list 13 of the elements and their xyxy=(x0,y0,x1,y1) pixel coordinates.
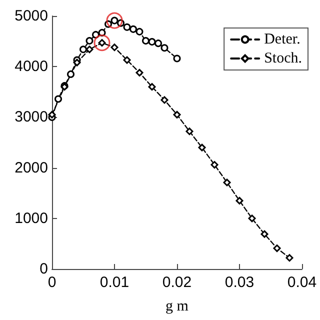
legend-label: Stoch. xyxy=(264,50,302,66)
y-tick-label: 4000 xyxy=(14,58,48,76)
y-tick-label: 5000 xyxy=(14,8,48,24)
y-tick-label: 1000 xyxy=(14,210,48,227)
x-axis-title: g m xyxy=(166,298,189,314)
x-tick-label: 0.04 xyxy=(287,274,317,291)
y-tick-label: 0 xyxy=(40,260,48,278)
x-tick-label: 0.02 xyxy=(162,274,192,291)
y-tick-label: 3000 xyxy=(14,108,48,126)
x-tick-label: 0.01 xyxy=(100,274,130,291)
legend-label: Deter. xyxy=(264,32,300,48)
y-tick-label: 2000 xyxy=(14,159,48,176)
x-tick-label: 0.03 xyxy=(224,274,254,291)
